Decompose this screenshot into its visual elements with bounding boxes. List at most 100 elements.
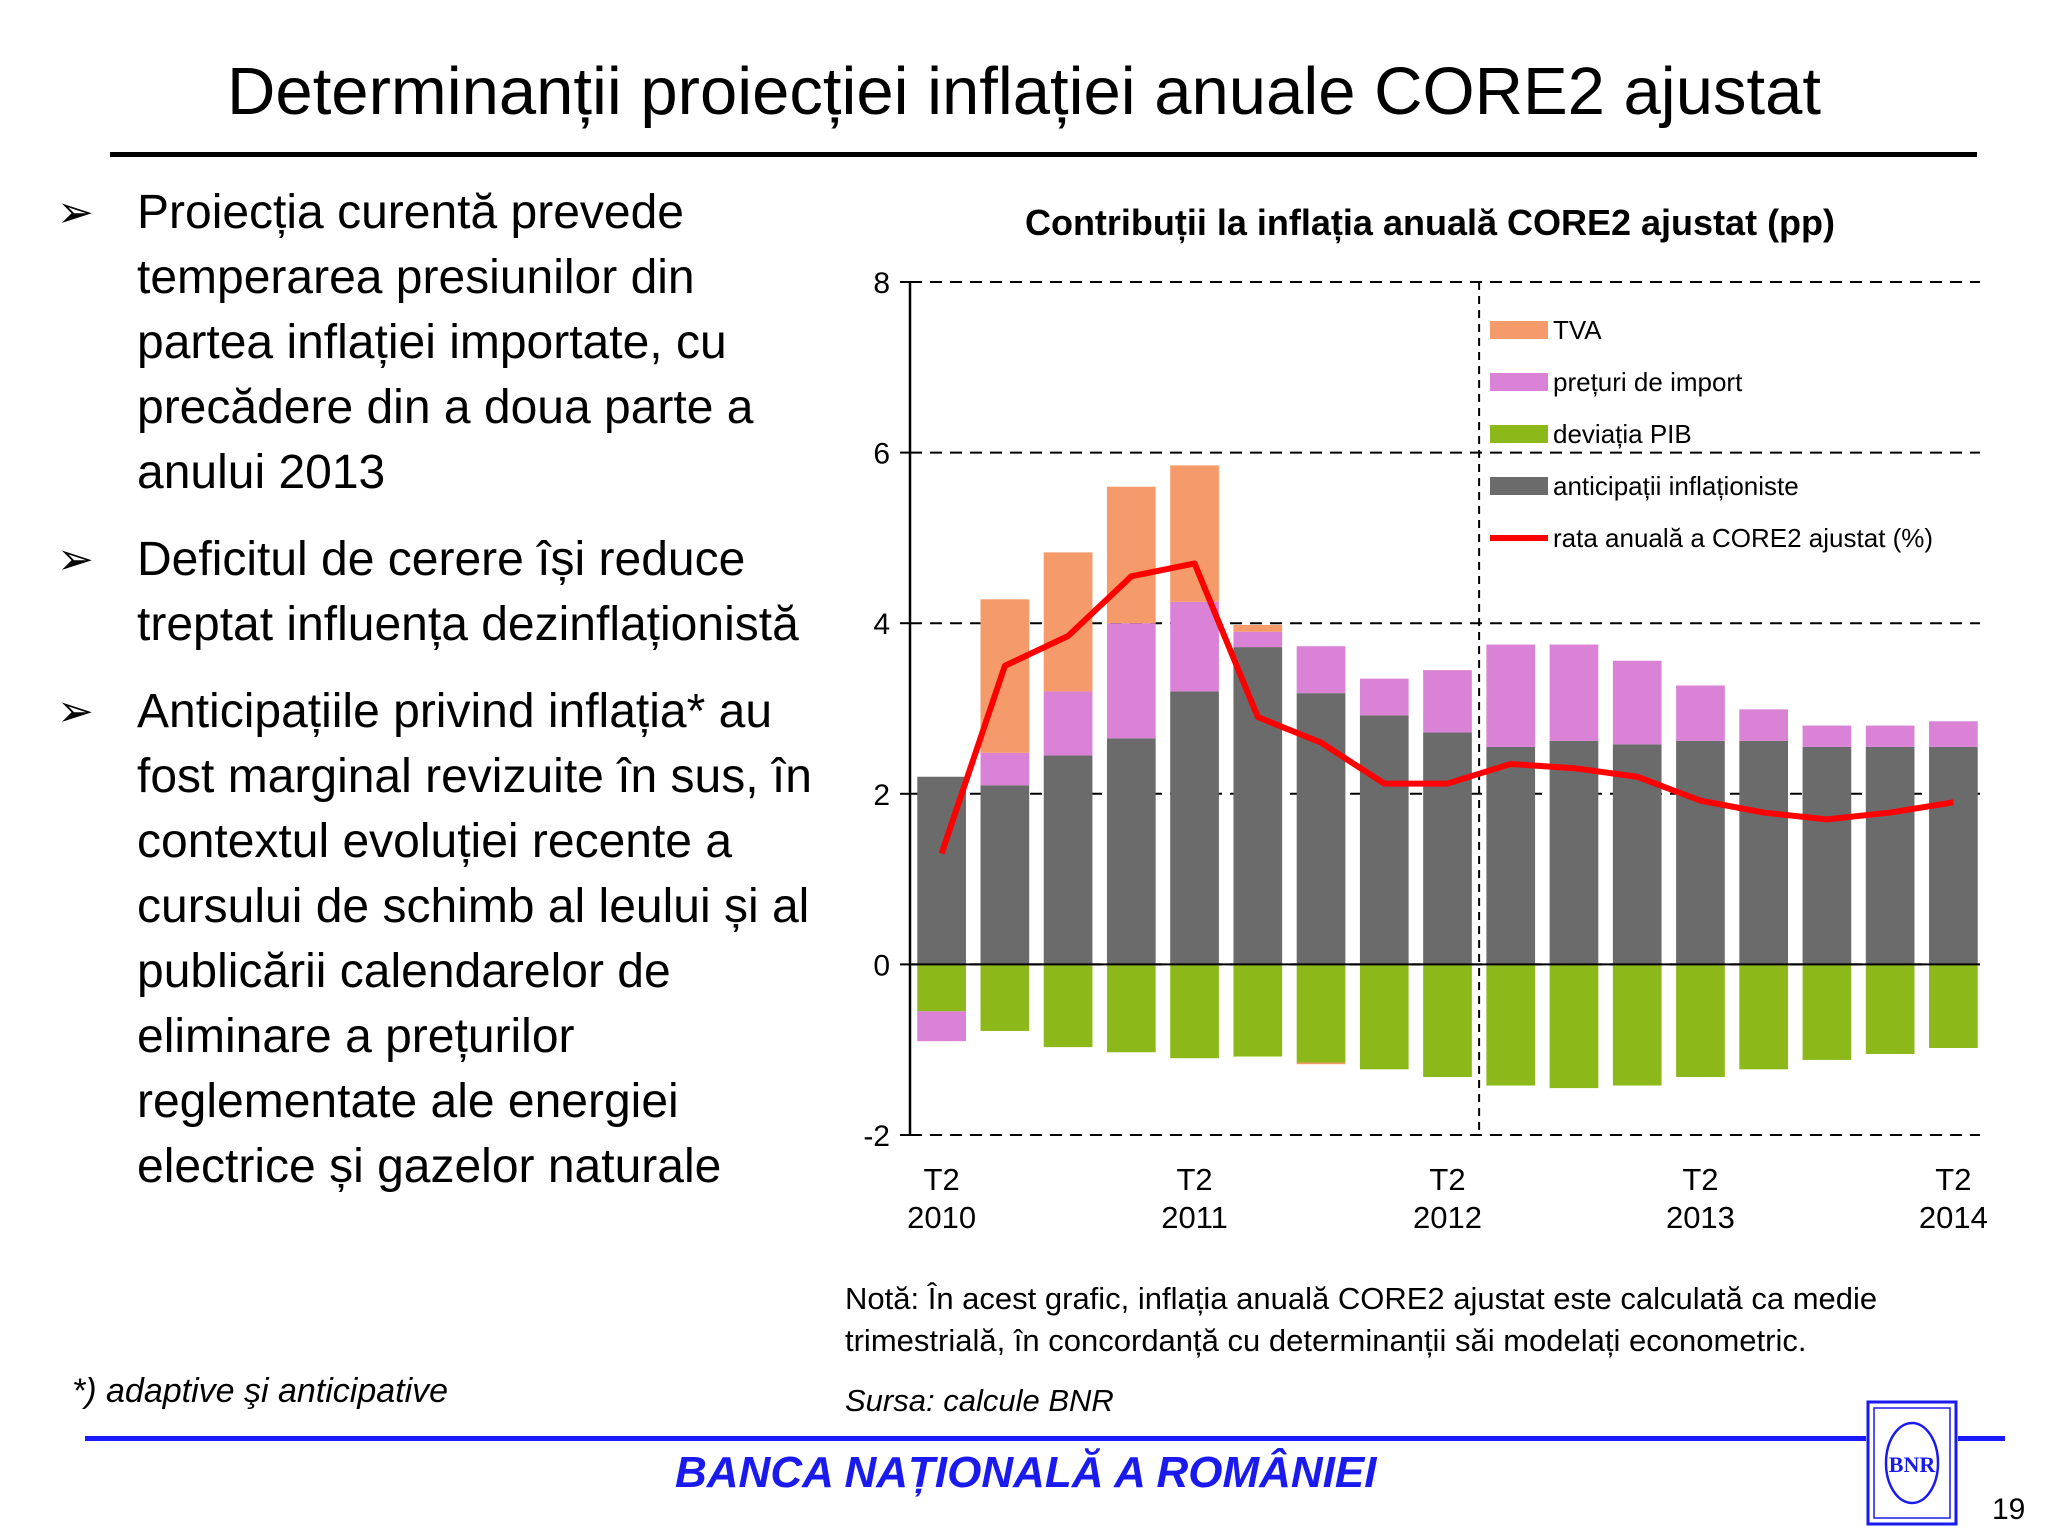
bnr-logo-icon: BNR: [1866, 1400, 1958, 1526]
bar-segment-preturi-import: [1929, 721, 1978, 747]
chart-title: Contribuții la inflația anuală CORE2 aju…: [1025, 202, 1835, 244]
bar-segment-deviatia-pib: [1549, 964, 1599, 1089]
bar-segment-anticipatii: [1486, 746, 1536, 965]
x-tick-label-year: 2011: [1161, 1200, 1228, 1235]
bullet-item: ➢ Anticipațiile privind inflația* au fos…: [55, 679, 815, 1199]
bar-segment-deviatia-pib: [1486, 964, 1536, 1086]
bar-segment-anticipatii: [1043, 755, 1093, 965]
x-tick-label-year: 2013: [1666, 1200, 1735, 1235]
bar-segment-deviatia-pib: [1359, 964, 1409, 1070]
bar-segment-tva: [980, 599, 1030, 753]
bullet-text: Proiecția curentă prevede temperarea pre…: [137, 186, 754, 499]
legend-swatch-preturi-import: [1490, 373, 1548, 391]
y-tick-label: 2: [873, 779, 890, 812]
bar-segment-deviatia-pib: [1865, 964, 1915, 1054]
bar-segment-tva: [1233, 624, 1283, 632]
x-tick-label-quarter: T2: [1682, 1162, 1718, 1197]
stacked-bar-chart: Contribuții la inflația anuală CORE2 aju…: [863, 202, 1988, 1235]
legend-swatch-tva: [1490, 321, 1548, 339]
bar-segment-preturi-import: [1802, 725, 1852, 747]
bar-segment-deviatia-pib: [980, 964, 1030, 1031]
legend-label: deviația PIB: [1553, 419, 1692, 449]
bar-segment-tva: [1106, 486, 1156, 624]
bar-segment-anticipatii: [1802, 746, 1852, 965]
bar-segment-deviatia-pib: [1170, 964, 1219, 1059]
title-divider: [110, 152, 1977, 157]
bar-segment-anticipatii: [1929, 746, 1978, 965]
bar-segment-deviatia-pib: [1802, 964, 1852, 1060]
bar-segment-deviatia-pib: [917, 964, 966, 1012]
bar-segment-preturi-import: [1359, 678, 1409, 716]
bar-segment-preturi-import: [1233, 631, 1283, 648]
y-tick-label: 6: [873, 438, 890, 471]
bar-segment-anticipatii: [1170, 691, 1219, 965]
bar-segment-preturi-import: [917, 1011, 966, 1042]
footer-divider: [85, 1436, 2005, 1441]
note-line: trimestrială, în concordanță cu determin…: [845, 1323, 1807, 1358]
bar-segment-deviatia-pib: [1106, 964, 1156, 1053]
bullet-item: ➢ Proiecția curentă prevede temperarea p…: [55, 180, 815, 505]
logo-text: BNR: [1889, 1452, 1937, 1477]
y-tick-label: 0: [873, 949, 890, 982]
legend-label: TVA: [1553, 315, 1602, 345]
bar-segment-anticipatii: [1359, 715, 1409, 965]
arrow-bullet-icon: ➢: [57, 535, 94, 584]
bar-segment-deviatia-pib: [1423, 964, 1472, 1077]
page-number: 19: [1992, 1493, 2026, 1526]
legend-swatch-anticipatii: [1490, 477, 1548, 495]
y-tick-label: 8: [873, 267, 890, 300]
bar-segment-deviatia-pib: [1739, 964, 1789, 1070]
bar-segment-anticipatii: [1106, 738, 1156, 965]
note-line: Notă: În acest grafic, inflația anuală C…: [845, 1281, 1878, 1316]
bar-segment-deviatia-pib: [1676, 964, 1725, 1077]
y-tick-label: -2: [863, 1120, 890, 1153]
bullet-text: Anticipațiile privind inflația* au fost …: [137, 685, 812, 1193]
bar-segment-deviatia-pib: [1043, 964, 1093, 1048]
bar-segment-deviatia-pib: [1612, 964, 1662, 1086]
bar-segment-anticipatii: [1233, 647, 1283, 965]
bar-segment-preturi-import: [1549, 644, 1599, 741]
x-tick-label-quarter: T2: [924, 1162, 960, 1197]
bar-segment-anticipatii: [980, 785, 1030, 965]
page-title: Determinanții proiecției inflației anual…: [227, 54, 1821, 129]
arrow-bullet-icon: ➢: [57, 188, 94, 237]
bar-segment-preturi-import: [1676, 685, 1725, 741]
bar-segment-anticipatii: [1865, 746, 1915, 965]
x-tick-label-year: 2010: [907, 1200, 976, 1235]
bar-segment-deviatia-pib: [1233, 964, 1283, 1057]
x-tick-label-quarter: T2: [1429, 1162, 1465, 1197]
bar-segment-anticipatii: [1739, 740, 1789, 965]
chart-source: Sursa: calcule BNR: [845, 1383, 1114, 1418]
x-tick-label-year: 2012: [1413, 1200, 1482, 1235]
bar-segment-anticipatii: [1549, 740, 1599, 965]
bar-segment-deviatia-pib: [1929, 964, 1978, 1048]
bar-segment-preturi-import: [1296, 646, 1346, 694]
bar-segment-tva: [1170, 465, 1219, 602]
bar-segment-deviatia-pib: [1296, 964, 1346, 1063]
bar-segment-preturi-import: [1423, 670, 1472, 733]
legend-label: rata anuală a CORE2 ajustat (%): [1553, 523, 1933, 553]
legend-swatch-deviatia-pib: [1490, 425, 1548, 443]
bullet-item: ➢ Deficitul de cerere își reduce treptat…: [55, 527, 815, 657]
bar-segment-anticipatii: [1423, 732, 1472, 965]
bar-segment-tva: [1296, 1062, 1346, 1065]
y-tick-label: 4: [873, 608, 890, 641]
x-tick-label-quarter: T2: [1176, 1162, 1212, 1197]
bar-segment-preturi-import: [1739, 709, 1789, 741]
footnote: *) adaptive şi anticipative: [72, 1372, 449, 1410]
arrow-bullet-icon: ➢: [57, 687, 94, 736]
bullet-text: Deficitul de cerere își reduce treptat i…: [137, 533, 799, 651]
legend-label: prețuri de import: [1553, 367, 1743, 397]
bar-segment-anticipatii: [1676, 740, 1725, 965]
bar-segment-preturi-import: [1106, 623, 1156, 739]
line-rata-anuala: [938, 560, 1954, 855]
x-tick-label-quarter: T2: [1935, 1162, 1971, 1197]
chart-note: Notă: În acest grafic, inflația anuală C…: [845, 1278, 2015, 1362]
bar-segment-preturi-import: [980, 752, 1030, 786]
legend-label: anticipații inflaționiste: [1553, 471, 1799, 501]
bar-segment-preturi-import: [1612, 660, 1662, 745]
bullet-list: ➢ Proiecția curentă prevede temperarea p…: [55, 180, 815, 1221]
bank-name: BANCA NAȚIONALĂ A ROMÂNIEI: [675, 1448, 1377, 1497]
x-tick-label-year: 2014: [1919, 1200, 1988, 1235]
bar-segment-preturi-import: [1170, 601, 1219, 692]
